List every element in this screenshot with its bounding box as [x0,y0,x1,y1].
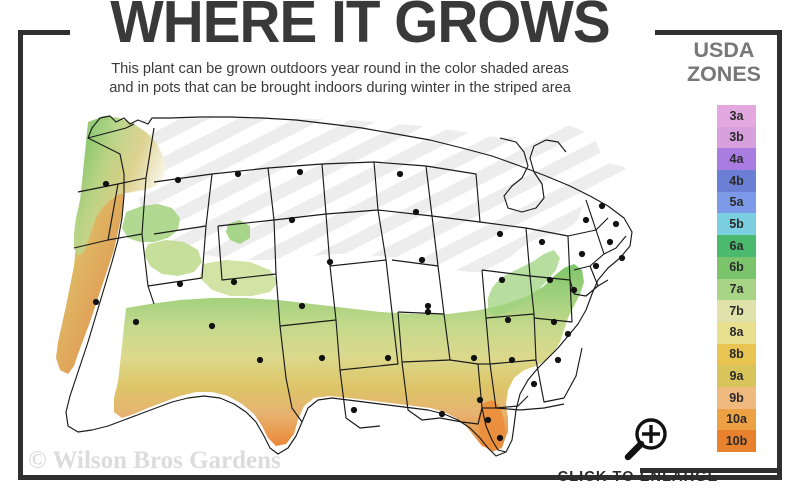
usda-zone-legend: 3a 3b 4a 4b 5a 5b 6a 6b 7a 7b 8a 8b 9a 9b 10a 10b [717,105,756,452]
subtitle-line-1: This plant can be grown outdoors year ro… [111,61,569,77]
zone-swatch-label: 6a [729,238,744,253]
zone-swatch-label: 3b [729,130,744,145]
map-state-outlines [65,115,633,457]
page-title: WHERE IT GROWS [110,0,610,55]
zone-swatch-5b[interactable]: 5b [717,213,756,236]
frame-border-top-right [655,30,782,35]
zone-swatch-label: 3a [729,108,744,123]
zone-swatch-7a[interactable]: 7a [717,278,756,301]
zone-swatch-4a[interactable]: 4a [717,148,756,171]
zone-swatch-label: 7a [729,282,744,297]
zone-swatch-10a[interactable]: 10a [717,408,756,431]
map-svg [56,115,633,457]
legend-title: USDA ZONES [666,38,782,86]
frame-border-top-left [18,30,70,35]
legend-title-line-2: ZONES [686,62,762,86]
zone-swatch-6b[interactable]: 6b [717,256,756,279]
zone-swatch-label: 7b [729,303,744,318]
map-city-dots [92,168,626,442]
zone-swatch-8a[interactable]: 8a [717,321,756,344]
magnifier-svg [624,418,667,461]
map-color-shaded-region [56,116,584,452]
zone-swatch-label: 8a [729,325,744,340]
zone-swatch-label: 6b [729,260,744,275]
zone-swatch-8b[interactable]: 8b [717,343,756,366]
page-subtitle: This plant can be grown outdoors year ro… [35,60,645,98]
zone-swatch-label: 5b [729,217,744,232]
zone-swatch-7b[interactable]: 7b [717,300,756,322]
zone-swatch-9b[interactable]: 9b [717,386,756,409]
subtitle-line-2: and in pots that can be brought indoors … [109,80,571,96]
zone-swatch-label: 9b [729,390,744,405]
zone-swatch-label: 8b [729,347,744,362]
zone-swatch-label: 9a [729,368,744,383]
frame-border-right [777,30,782,480]
frame-border-bottom [18,475,782,480]
zone-swatch-3b[interactable]: 3b [717,126,756,149]
zone-swatch-label: 10a [726,412,747,427]
zone-swatch-3a[interactable]: 3a [717,105,756,127]
frame-border-left [18,30,23,480]
watermark: © Wilson Bros Gardens [28,447,281,474]
usda-hardiness-map[interactable] [30,108,650,458]
click-to-enlarge-label[interactable]: CLICK TO ENLARGE [557,469,719,485]
zone-swatch-6a[interactable]: 6a [717,235,756,257]
zone-swatch-label: 5a [729,195,744,210]
frame-border-inner-stub [640,468,782,473]
magnifier-plus-icon[interactable] [618,416,672,464]
map-striped-region [134,118,630,272]
zone-swatch-label: 4a [729,151,744,166]
zone-swatch-10b[interactable]: 10b [717,430,756,452]
zone-swatch-5a[interactable]: 5a [717,191,756,214]
zone-swatch-4b[interactable]: 4b [717,170,756,192]
zone-swatch-9a[interactable]: 9a [717,365,756,387]
legend-title-line-1: USDA [693,38,755,62]
zone-swatch-label: 4b [729,173,744,188]
zone-swatch-label: 10b [725,433,748,448]
